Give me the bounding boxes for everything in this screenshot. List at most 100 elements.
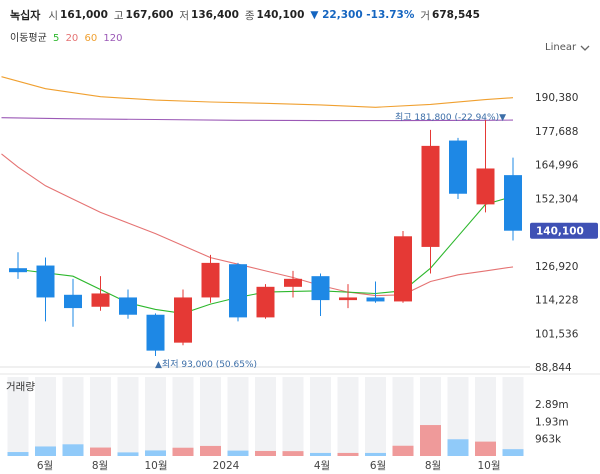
scale-selector[interactable]: Linear: [545, 42, 590, 53]
chevron-down-icon: [580, 45, 590, 51]
ma120-label: 120: [103, 33, 123, 44]
price-tick-label: 114,228: [535, 295, 578, 307]
open-label: 시: [48, 9, 59, 22]
volume-bar-background: [172, 377, 194, 456]
volume-bar: [392, 445, 414, 456]
volume-bar: [90, 447, 111, 456]
volume-bar-background: [200, 377, 221, 456]
volume-value: 678,545: [432, 9, 480, 21]
candle-body: [421, 145, 440, 247]
moving-average-legend[interactable]: 이동평균 5 20 60 120: [10, 29, 126, 44]
x-axis-label: 10월: [477, 460, 500, 472]
volume-bar: [475, 441, 496, 456]
price-tick-label: 152,304: [535, 193, 579, 205]
ma60-line: [1, 76, 514, 108]
price-tick-label: 164,996: [535, 160, 579, 172]
change-value: ▼ 22,300 -13.73%: [310, 9, 415, 21]
candle-body: [449, 140, 467, 194]
volume-bar: [145, 450, 166, 456]
candle-body: [146, 314, 165, 351]
x-axis-label: 8월: [92, 460, 108, 472]
candle-body: [119, 297, 137, 315]
ma20-label: 20: [65, 33, 79, 44]
candle-body: [91, 293, 110, 307]
volume-bar: [502, 449, 524, 456]
ma60-label: 60: [84, 33, 98, 44]
candle-body: [9, 268, 27, 273]
low-value: 136,400: [191, 9, 239, 21]
volume-bar-background: [117, 377, 139, 456]
volume-bar: [117, 452, 139, 456]
scale-label: Linear: [545, 42, 577, 53]
volume-bar: [200, 445, 221, 456]
candle-body: [229, 264, 247, 318]
volume-bar-background: [310, 377, 331, 456]
volume-bar-background: [227, 377, 249, 456]
candle-body: [476, 168, 495, 205]
high-label: 고: [113, 9, 124, 22]
x-axis-label: 10월: [144, 460, 167, 472]
volume-bar-background: [62, 377, 84, 456]
max-price-annotation: 최고 181,800 (-22.94%)▼: [395, 112, 506, 123]
volume-bar: [35, 446, 56, 456]
low-label: 저: [179, 9, 190, 22]
candle-body: [174, 297, 192, 343]
volume-label: 거래량: [6, 381, 35, 393]
candle-body: [36, 265, 55, 298]
volume-bar-background: [502, 377, 524, 456]
volume-bar: [365, 452, 386, 456]
volume-bar-background: [90, 377, 111, 456]
candle-body: [394, 236, 412, 302]
price-tick-label: 126,920: [535, 261, 578, 273]
volume-bar-background: [447, 377, 469, 456]
volume-bar-background: [475, 377, 496, 456]
x-axis-label: 2024: [213, 460, 240, 472]
volume-tick-label: 2.89m: [535, 399, 569, 411]
volume-bar-background: [365, 377, 386, 456]
volume-bar: [310, 452, 331, 456]
x-axis-label: 6월: [370, 460, 386, 472]
candle-body: [64, 294, 82, 309]
volume-bar: [62, 444, 84, 456]
ma-label: 이동평균: [10, 33, 47, 44]
candle-body: [284, 278, 302, 287]
candle-body: [339, 297, 357, 301]
x-axis-label: 6월: [37, 460, 53, 472]
ma5-label: 5: [53, 33, 60, 44]
volume-bar: [447, 439, 469, 456]
volume-bar-background: [35, 377, 56, 456]
price-tick-label: 101,536: [535, 328, 579, 340]
volume-bar-background: [145, 377, 166, 456]
volume-bar-background: [282, 377, 304, 456]
volume-bar: [7, 452, 29, 456]
volume-bar-background: [392, 377, 414, 456]
candle-body: [311, 276, 330, 301]
volume-bar: [282, 451, 304, 456]
ma20-line: [1, 153, 514, 297]
volume-tick-label: 963k: [535, 434, 562, 446]
x-axis-label: 8월: [425, 460, 441, 472]
volume-bar-background: [337, 377, 359, 456]
volume-tick-label: 1.93m: [535, 416, 569, 428]
volume-bar-background: [7, 377, 29, 456]
quote-header: 녹십자 시 161,000 고 167,600 저 136,400 종 140,…: [10, 6, 486, 24]
min-price-annotation: ▲최저 93,000 (50.65%): [155, 359, 257, 370]
volume-bar: [337, 452, 359, 456]
price-tick-label: 190,380: [535, 92, 578, 104]
price-tick-label: 88,844: [535, 362, 572, 374]
volume-label: 거: [420, 9, 431, 22]
volume-bar: [255, 450, 276, 456]
candle-body: [201, 262, 220, 298]
volume-bar-background: [255, 377, 276, 456]
candle-body: [366, 297, 385, 302]
current-price-tag: [530, 222, 598, 239]
volume-bar: [227, 450, 249, 456]
high-value: 167,600: [125, 9, 174, 21]
ma120-line: [1, 117, 514, 122]
candle-body: [504, 175, 522, 231]
x-axis-label: 4월: [314, 460, 330, 472]
price-tick-label: 177,688: [535, 126, 578, 138]
close-label: 종: [244, 9, 255, 22]
close-value: 140,100: [256, 9, 305, 21]
